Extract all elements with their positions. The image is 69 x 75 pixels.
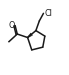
Text: O: O — [8, 21, 15, 30]
Text: Cl: Cl — [45, 9, 53, 18]
